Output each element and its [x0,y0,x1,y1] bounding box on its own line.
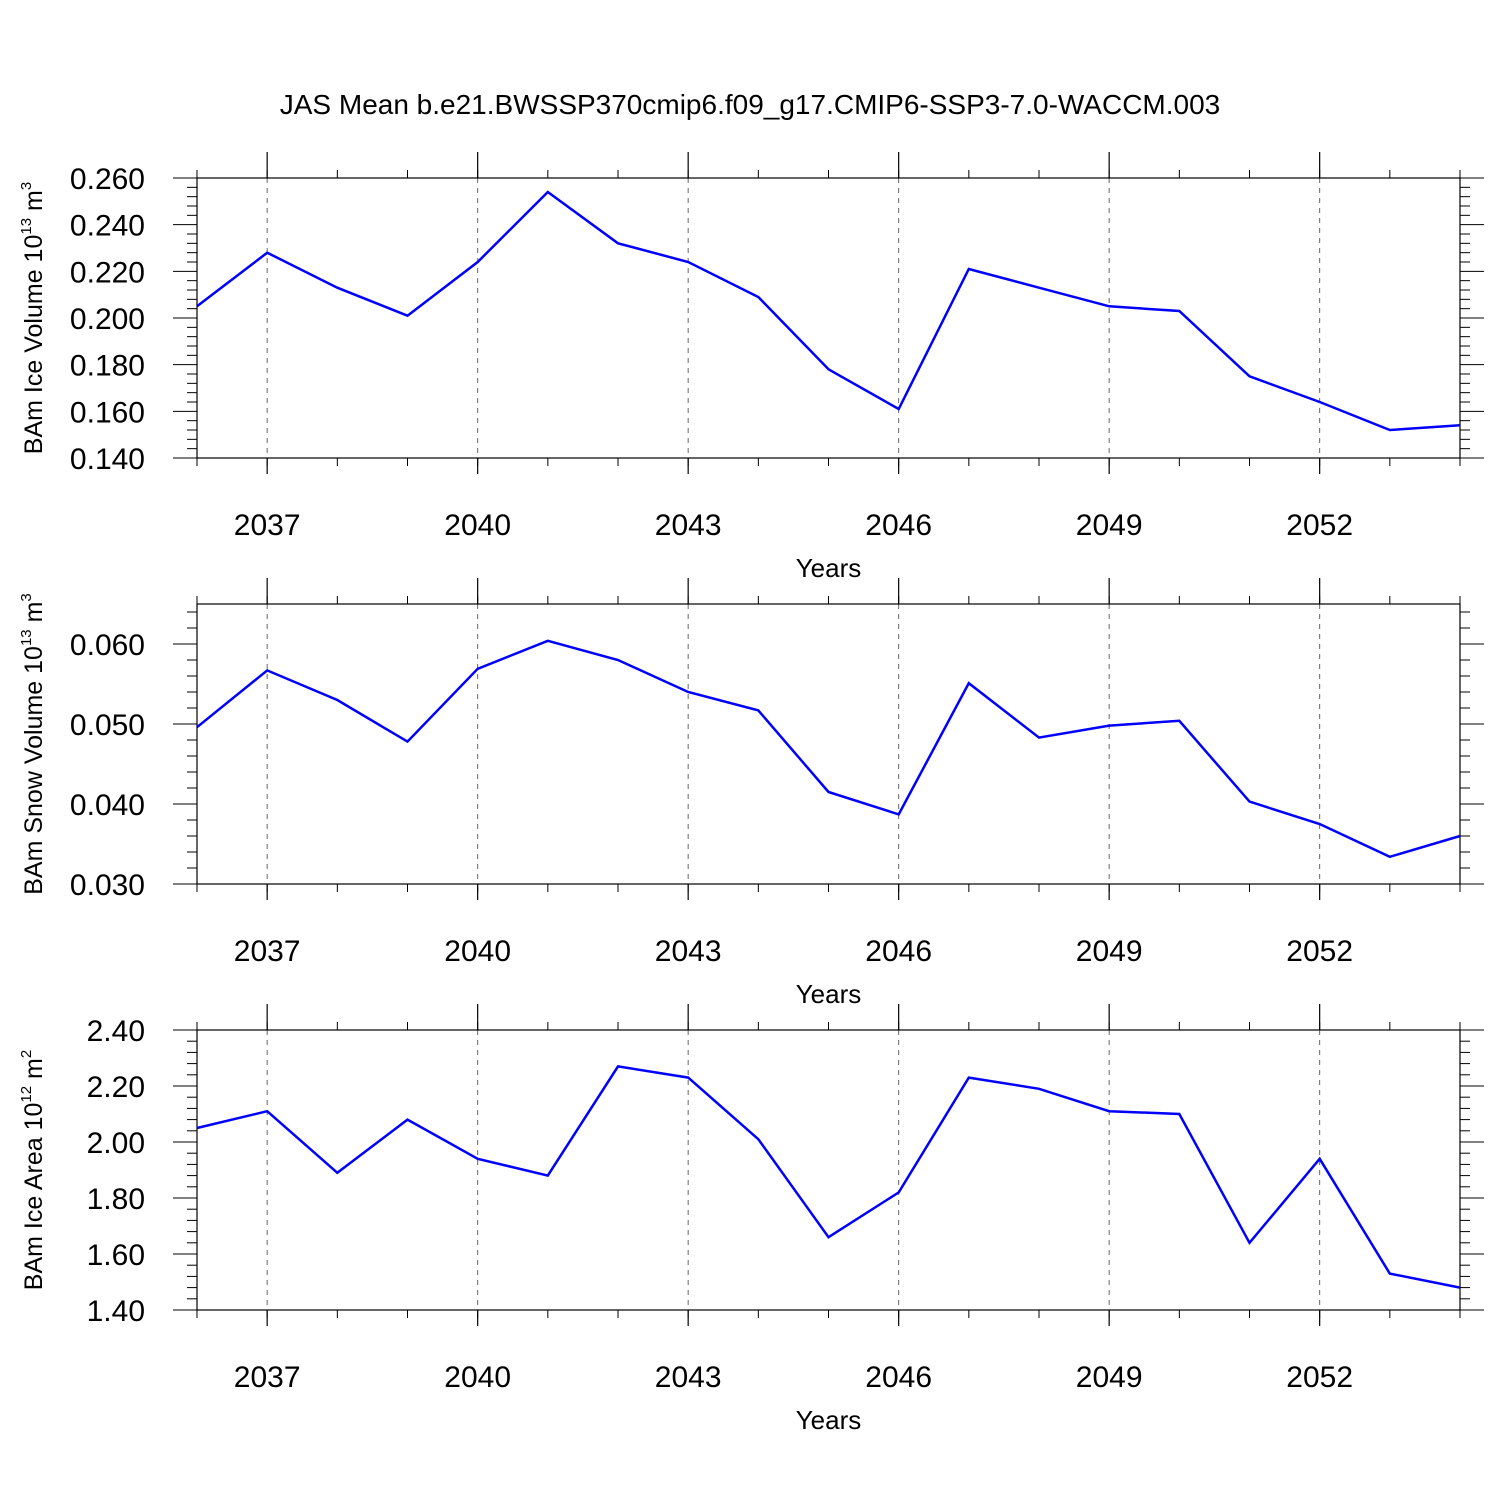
x-tick-label: 2040 [444,1361,511,1394]
panel-3: 2037 2040 2043 2046 2049 2052 1.40 1.60 1.80 2.00… [18,1004,1484,1435]
y-tick-label: 0.260 [70,163,145,196]
x-axis-label: Years [796,553,862,583]
y-axis-label-unit-exponent: 3 [18,182,35,190]
panel-2: 2037 2040 2043 2046 2049 2052 0.030 0.040 0.050 0… [18,578,1484,1009]
x-tick-label: 2046 [865,509,932,542]
x-tick-label: 2037 [234,1361,301,1394]
x-tick-label: 2037 [234,935,301,968]
y-axis-label-text: BAm Ice Volume 10 [20,235,48,455]
y-axis-label-text: BAm Ice Area 10 [20,1103,48,1291]
x-tick-label: 2037 [234,509,301,542]
y-axis-label-exponent: 12 [18,1086,35,1103]
y-axis-label-unit: m [20,190,48,218]
x-tick-label: 2040 [444,935,511,968]
y-axis-label-text: BAm Snow Volume 10 [20,646,48,895]
y-tick-label: 1.80 [87,1183,145,1216]
plot-frame [197,604,1460,884]
y-tick-label: 2.40 [87,1015,145,1048]
series-line [197,192,1460,430]
plot-frame [197,178,1460,458]
x-tick-label: 2052 [1286,935,1353,968]
y-axis-label-exponent: 13 [18,629,35,646]
y-tick-label: 2.00 [87,1127,145,1160]
x-tick-label: 2043 [655,509,722,542]
x-tick-label: 2046 [865,935,932,968]
y-axis-label-exponent: 13 [18,218,35,235]
y-tick-label: 0.240 [70,210,145,243]
panel-1: 2037 2040 2043 2046 2049 2052 0.140 0.160 0.180 0… [18,152,1484,583]
y-tick-label: 0.180 [70,350,145,383]
x-tick-label: 2052 [1286,1361,1353,1394]
x-tick-label: 2043 [655,935,722,968]
plot-frame [197,1030,1460,1310]
x-tick-label: 2046 [865,1361,932,1394]
series-line [197,641,1460,857]
x-axis-label: Years [796,979,862,1009]
y-tick-label: 1.40 [87,1295,145,1328]
y-tick-label: 0.040 [70,789,145,822]
y-tick-label: 2.20 [87,1071,145,1104]
y-tick-label: 0.160 [70,396,145,429]
y-axis-label-unit: m [20,602,48,630]
y-axis-label-unit: m [20,1058,48,1086]
y-tick-label: 1.60 [87,1239,145,1272]
x-tick-label: 2049 [1076,1361,1143,1394]
panels: 2037 2040 2043 2046 2049 2052 0.140 0.160 0.180 0… [18,152,1484,1435]
y-axis-label: BAm Snow Volume 1013 m3 [18,593,48,895]
x-tick-label: 2040 [444,509,511,542]
x-axis-label: Years [796,1405,862,1435]
y-tick-label: 0.030 [70,869,145,902]
y-axis-label: BAm Ice Volume 1013 m3 [18,182,48,454]
y-tick-label: 0.220 [70,256,145,289]
y-tick-label: 0.200 [70,303,145,336]
x-tick-label: 2049 [1076,509,1143,542]
x-tick-label: 2049 [1076,935,1143,968]
chart-title: JAS Mean b.e21.BWSSP370cmip6.f09_g17.CMI… [280,89,1221,120]
y-axis-label: BAm Ice Area 1012 m2 [18,1050,48,1290]
series-line [197,1066,1460,1287]
y-tick-label: 0.050 [70,709,145,742]
y-axis-label-unit-exponent: 3 [18,593,35,601]
y-tick-label: 0.060 [70,629,145,662]
x-tick-label: 2043 [655,1361,722,1394]
y-tick-label: 0.140 [70,443,145,476]
x-tick-label: 2052 [1286,509,1353,542]
y-axis-label-unit-exponent: 2 [18,1050,35,1058]
